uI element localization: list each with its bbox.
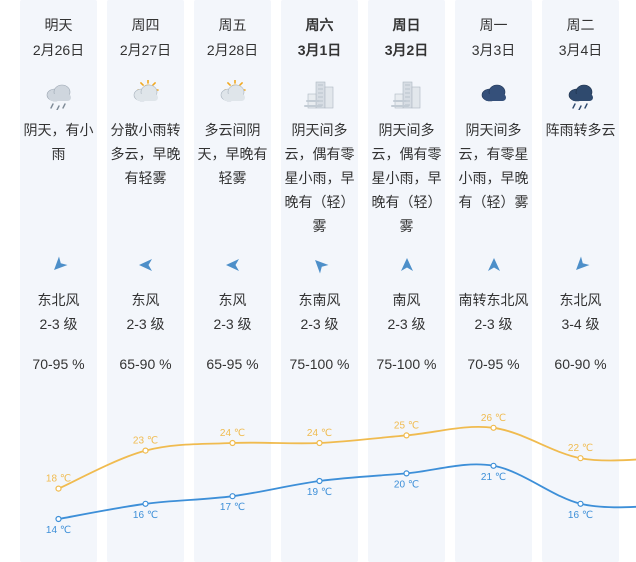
date-label: 2月28日	[206, 42, 259, 58]
low-temp-label: 14 ℃	[46, 525, 71, 536]
wind-level: 2-3 级	[387, 316, 426, 332]
arrow-w-icon	[224, 256, 242, 274]
day-label: 明天	[44, 17, 73, 33]
forecast-day-column: 周二 3月4日阵雨转多云东北风 3-4 级 60-90 %	[542, 0, 619, 562]
wind-direction: 东北风	[37, 292, 80, 308]
low-temp-label: 17 ℃	[220, 502, 245, 513]
arrow-sw-icon	[50, 256, 68, 274]
day-label: 周五	[218, 17, 247, 33]
sun-cloud-icon	[128, 79, 164, 110]
high-temp-point	[316, 439, 323, 447]
high-temp-point	[229, 439, 236, 447]
wind-direction: 南转东北风	[458, 292, 529, 308]
cloud-rain-dark-icon	[563, 80, 599, 111]
humidity-range: 75-100 %	[289, 356, 350, 372]
weather-description: 多云间阴天，早晚有轻雾	[197, 122, 268, 186]
dark-cloud-icon	[476, 80, 512, 110]
low-temp-point	[490, 462, 497, 469]
low-temp-point	[403, 470, 410, 477]
arrow-n-icon	[485, 256, 503, 274]
humidity-range: 75-100 %	[376, 356, 437, 372]
date-label: 3月4日	[558, 42, 603, 58]
low-temp-label: 19 ℃	[307, 487, 332, 498]
day-label: 周一	[479, 17, 508, 33]
arrow-sw-icon	[572, 256, 590, 274]
sun-cloud-icon	[215, 79, 251, 110]
humidity-range: 65-90 %	[119, 356, 172, 372]
date-label: 2月27日	[119, 42, 172, 58]
high-temp-label: 23 ℃	[133, 436, 158, 447]
high-temp-point	[490, 424, 497, 431]
wind-level: 2-3 级	[39, 316, 78, 332]
humidity-range: 70-95 %	[467, 356, 520, 372]
high-temp-label: 22 ℃	[568, 443, 593, 454]
wind-direction: 南风	[392, 292, 421, 308]
low-temp-point	[316, 477, 323, 485]
low-temp-label: 21 ℃	[481, 472, 506, 483]
low-temp-point	[229, 493, 236, 500]
weather-description: 阴天间多云，有零星小雨，早晚有（轻）雾	[458, 122, 529, 210]
wind-level: 2-3 级	[300, 316, 339, 332]
high-temp-label: 25 ℃	[394, 420, 419, 431]
fog-buildings-icon	[302, 80, 338, 110]
low-temp-line	[58, 463, 636, 520]
forecast-day-column: 周日 3月2日阴天间多云，偶有零星小雨，早晚有（轻）雾南风 2-3 级 75-100 …	[368, 0, 445, 562]
wind-direction: 东风	[131, 292, 160, 308]
high-temp-label: 26 ℃	[481, 413, 506, 424]
humidity-range: 65-95 %	[206, 356, 259, 372]
fog-buildings-icon	[389, 80, 425, 110]
date-label: 3月2日	[384, 42, 429, 58]
weather-description: 分散小雨转多云，早晚有轻雾	[110, 122, 181, 186]
low-temp-label: 16 ℃	[133, 510, 158, 521]
humidity-range: 70-95 %	[32, 356, 85, 372]
wind-direction: 东南风	[298, 292, 341, 308]
weather-description: 阴天间多云，偶有零星小雨，早晚有（轻）雾	[371, 122, 442, 234]
high-temp-point	[577, 455, 584, 462]
forecast-day-column: 周四 2月27日分散小雨转多云，早晚有轻雾东风 2-3 级 65-90 %	[107, 0, 184, 562]
low-temp-point	[142, 500, 149, 507]
date-label: 2月26日	[32, 42, 85, 58]
low-temp-label: 16 ℃	[568, 510, 593, 521]
wind-direction: 东北风	[559, 292, 602, 308]
arrow-w-icon	[137, 256, 155, 274]
low-temp-point	[55, 515, 62, 523]
day-label: 周二	[566, 17, 595, 33]
forecast-day-column: 周五 2月28日多云间阴天，早晚有轻雾东风 2-3 级 65-95 %	[194, 0, 271, 562]
day-label: 周四	[131, 17, 160, 33]
arrow-nw-icon	[311, 256, 329, 274]
weather-description: 阴天，有小雨	[23, 122, 94, 162]
high-temp-label: 24 ℃	[307, 428, 332, 439]
high-temp-point	[142, 447, 149, 454]
wind-level: 2-3 级	[213, 316, 252, 332]
date-label: 3月3日	[471, 42, 516, 58]
low-temp-label: 20 ℃	[394, 479, 419, 490]
date-label: 3月1日	[297, 42, 342, 58]
high-temp-label: 24 ℃	[220, 428, 245, 439]
wind-level: 3-4 级	[561, 316, 600, 332]
weather-description: 阵雨转多云	[545, 122, 616, 138]
wind-direction: 东风	[218, 292, 247, 308]
low-temp-point	[577, 500, 584, 507]
cloud-rain-icon	[41, 80, 77, 111]
forecast-day-column: 周六 3月1日阴天间多云，偶有零星小雨，早晚有（轻）雾东南风 2-3 级 75-100…	[281, 0, 358, 562]
weather-description: 阴天间多云，偶有零星小雨，早晚有（轻）雾	[284, 122, 355, 234]
wind-level: 2-3 级	[126, 316, 165, 332]
arrow-n-icon	[398, 256, 416, 274]
high-temp-label: 18 ℃	[46, 474, 71, 485]
high-temp-line	[58, 425, 636, 490]
forecast-day-column: 明天 2月26日阴天，有小雨东北风 2-3 级 70-95 %	[20, 0, 97, 562]
day-label: 周六	[305, 17, 334, 33]
humidity-range: 60-90 %	[554, 356, 607, 372]
high-temp-point	[55, 485, 62, 492]
high-temp-point	[403, 432, 410, 439]
wind-level: 2-3 级	[474, 316, 513, 332]
day-label: 周日	[392, 17, 421, 33]
